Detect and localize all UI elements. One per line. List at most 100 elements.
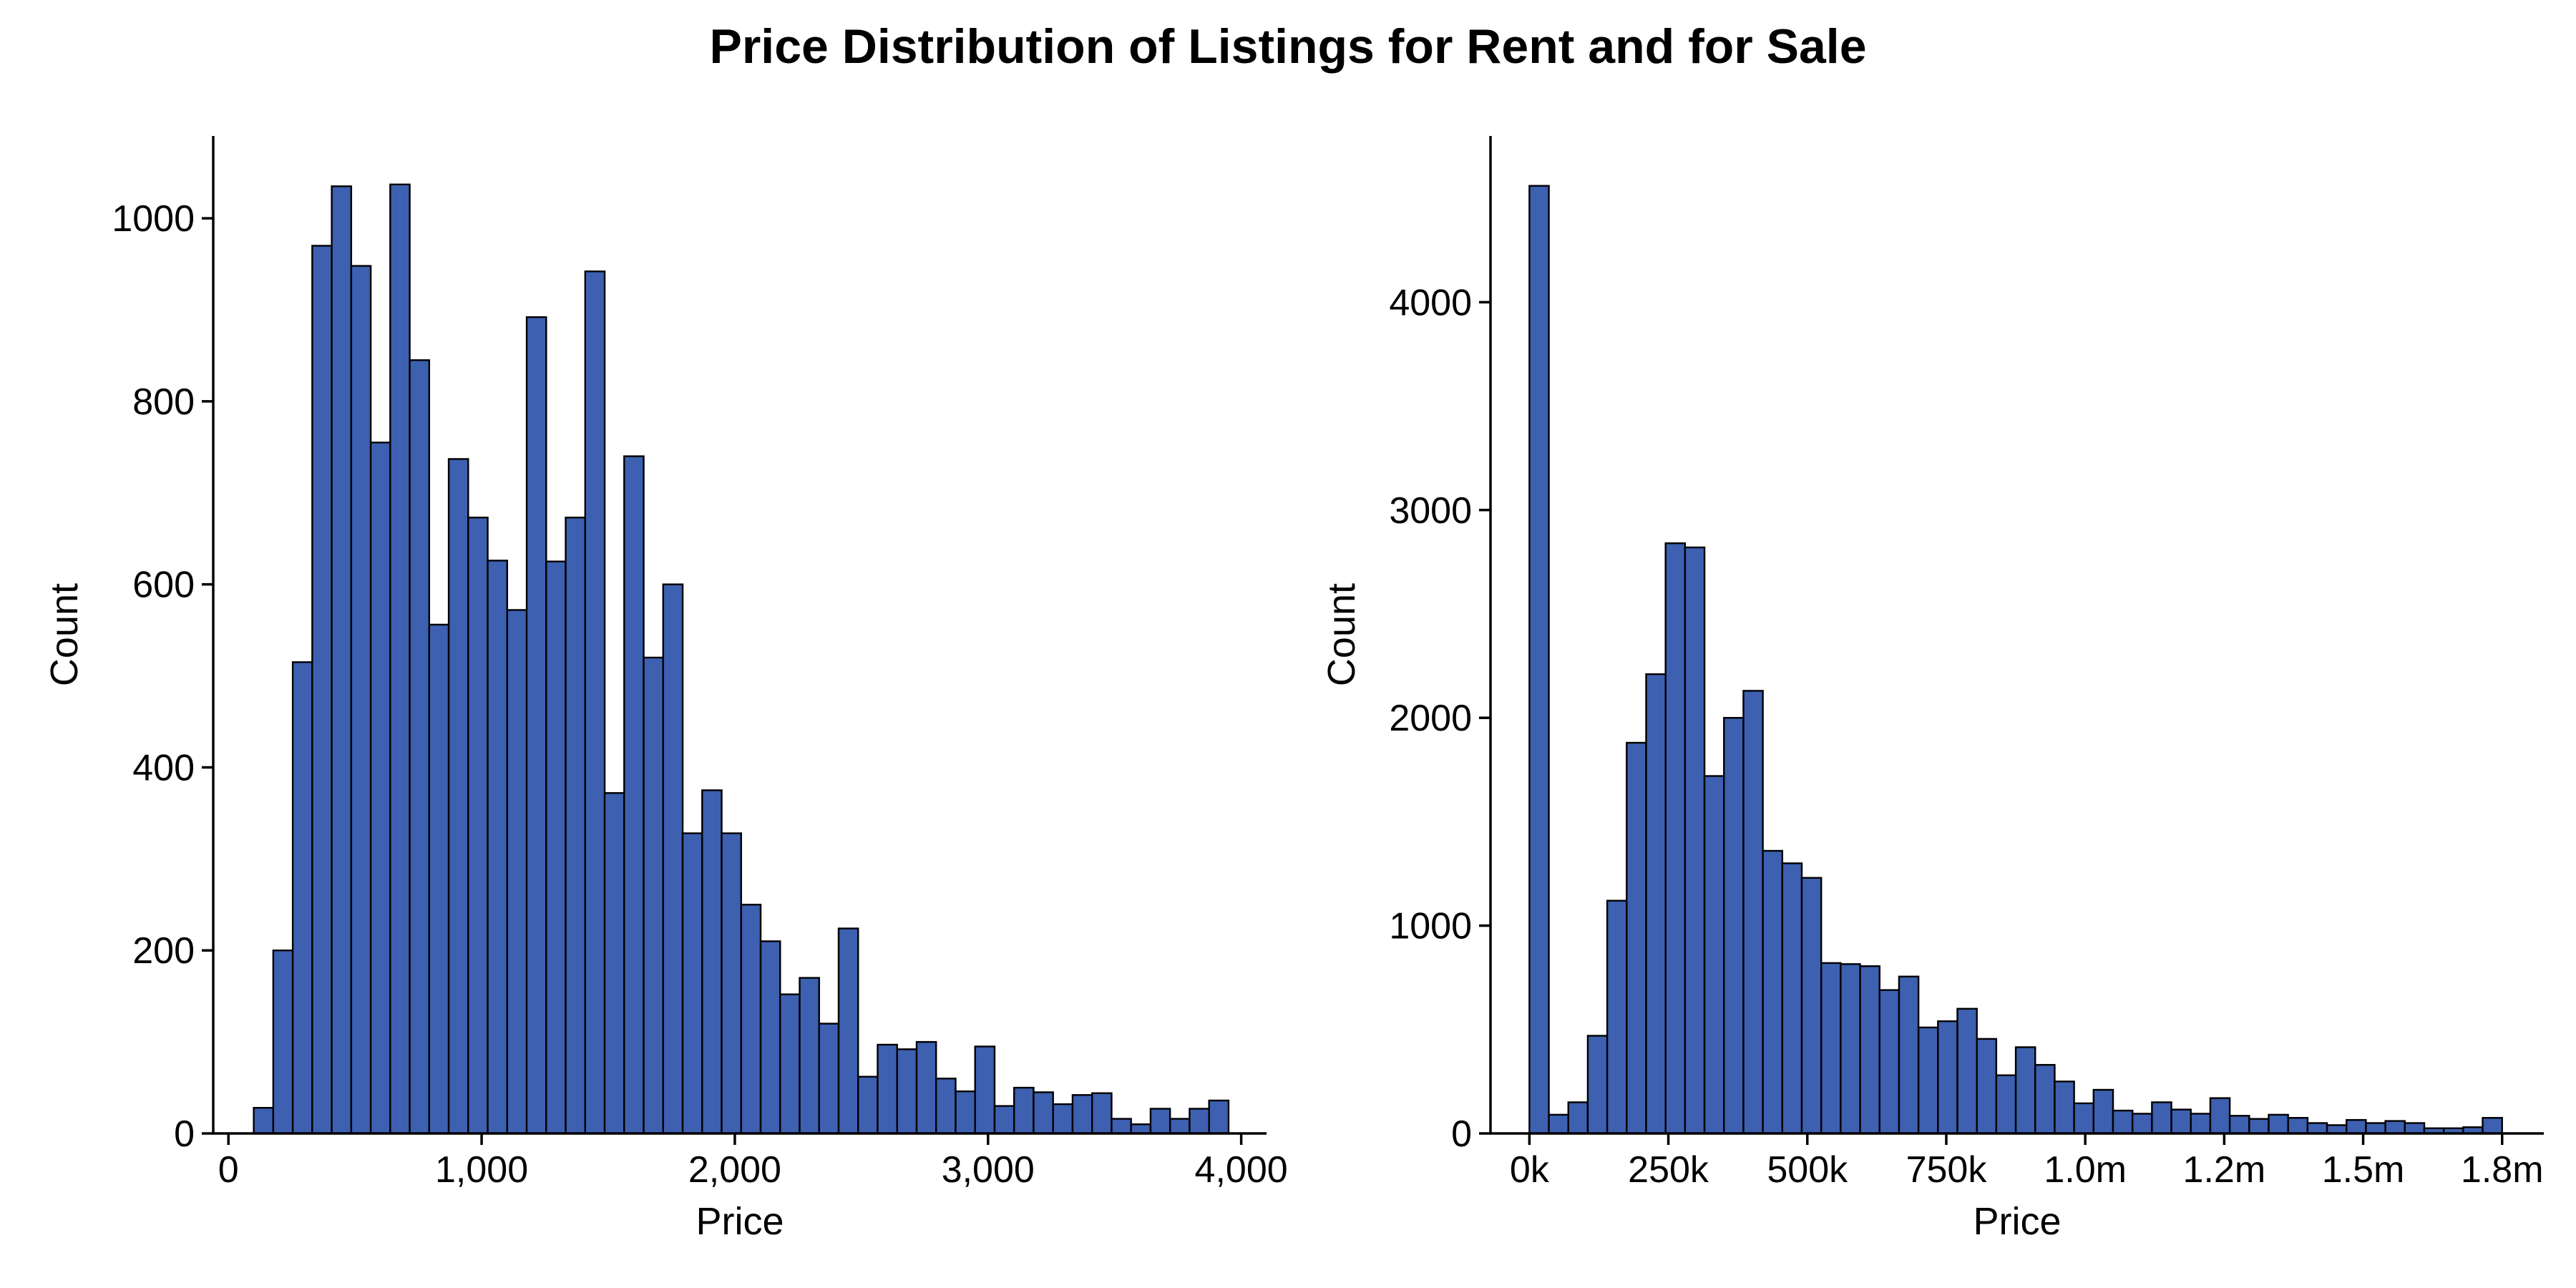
rent-histogram-bar bbox=[779, 993, 801, 1135]
sale-histogram-bar bbox=[1626, 741, 1647, 1135]
sale-histogram-bar bbox=[2170, 1108, 2192, 1135]
sale-x-tick-label: 1.8m bbox=[2461, 1149, 2544, 1191]
rent-histogram-bar bbox=[662, 583, 684, 1135]
sale-histogram-bar bbox=[1742, 690, 1764, 1135]
sale-histogram-bar bbox=[1917, 1026, 1939, 1135]
sale-histogram-bar bbox=[2482, 1117, 2503, 1135]
rent-x-tick-label: 1,000 bbox=[435, 1149, 528, 1191]
rent-histogram-bar bbox=[759, 940, 781, 1135]
figure-title: Price Distribution of Listings for Rent … bbox=[709, 19, 1866, 74]
rent-histogram-bar bbox=[389, 183, 411, 1135]
sale-histogram-bar bbox=[2034, 1063, 2056, 1135]
sale-histogram-bar bbox=[2073, 1102, 2095, 1135]
rent-histogram-bar bbox=[409, 359, 431, 1135]
sale-histogram-bar bbox=[1956, 1008, 1978, 1135]
sale-histogram-bar bbox=[1606, 899, 1628, 1135]
sale-histogram-bar bbox=[1859, 965, 1880, 1135]
sale-histogram-bar bbox=[2151, 1101, 2172, 1135]
sale-histogram-bar bbox=[2228, 1115, 2250, 1135]
sale-histogram-bar bbox=[1528, 185, 1550, 1135]
rent-histogram-bar bbox=[974, 1045, 996, 1135]
sale-histogram-bar bbox=[1762, 849, 1784, 1135]
rent-histogram-bars bbox=[253, 183, 1230, 1135]
sale-histogram-bar bbox=[2112, 1109, 2134, 1135]
sale-histogram-bar bbox=[2268, 1113, 2289, 1135]
sale-histogram-bar bbox=[1586, 1035, 1609, 1135]
sale-histogram-bar bbox=[1664, 542, 1687, 1135]
sale-histogram-bar bbox=[2248, 1118, 2270, 1135]
sale-y-tick-label: 1000 bbox=[1389, 906, 1472, 947]
rent-histogram-bar bbox=[877, 1043, 898, 1135]
sale-histogram-bar bbox=[1898, 975, 1920, 1135]
rent-histogram-bar bbox=[487, 560, 509, 1135]
rent-y-ticks: 0 200 400 600 800 1000 bbox=[112, 198, 213, 1155]
rent-x-axis-label: Price bbox=[696, 1200, 784, 1243]
rent-histogram-bar bbox=[1071, 1094, 1093, 1135]
rent-histogram-bar bbox=[253, 1106, 275, 1135]
rent-histogram-bar bbox=[681, 832, 703, 1135]
sale-histogram-bar bbox=[1976, 1038, 1998, 1135]
sale-x-tick-label: 1.5m bbox=[2322, 1149, 2405, 1191]
rent-histogram-bar bbox=[623, 455, 645, 1135]
sale-histogram-bar bbox=[2404, 1122, 2426, 1135]
sale-histogram-bar bbox=[2014, 1046, 2036, 1135]
rent-histogram-bar bbox=[1130, 1123, 1152, 1135]
sale-histogram-bar bbox=[1995, 1074, 2017, 1135]
sale-histogram-bar bbox=[1878, 989, 1901, 1135]
rent-y-tick-label: 600 bbox=[132, 565, 195, 606]
sale-histogram-bar bbox=[2190, 1113, 2212, 1135]
sale-x-tick-label: 1.0m bbox=[2044, 1149, 2127, 1191]
rent-histogram-bar bbox=[1149, 1108, 1171, 1135]
rent-histogram-bar bbox=[643, 656, 664, 1135]
rent-histogram-bar bbox=[447, 458, 469, 1135]
sale-histogram-bar bbox=[1800, 877, 1823, 1135]
sale-x-tick-label: 500k bbox=[1767, 1149, 1848, 1191]
rent-histogram-bar bbox=[837, 927, 859, 1135]
sale-y-tick-label: 0 bbox=[1451, 1113, 1472, 1155]
sale-histogram-bar bbox=[2306, 1122, 2328, 1135]
rent-y-tick-label: 1000 bbox=[112, 198, 195, 240]
rent-histogram-bar bbox=[525, 316, 547, 1135]
sale-histogram-bar bbox=[1781, 862, 1803, 1135]
rent-x-tick-label: 3,000 bbox=[942, 1149, 1035, 1191]
rent-histogram-bar bbox=[506, 609, 528, 1135]
sale-y-ticks: 0 1000 2000 3000 4000 bbox=[1389, 282, 1491, 1155]
sale-x-tick-label: 1.2m bbox=[2183, 1149, 2266, 1191]
sale-y-tick-label: 2000 bbox=[1389, 698, 1472, 739]
sale-histogram-bar bbox=[1723, 716, 1745, 1135]
rent-y-axis-label: Count bbox=[43, 583, 86, 686]
rent-histogram-bar bbox=[1091, 1092, 1113, 1135]
rent-histogram-bar bbox=[428, 623, 450, 1135]
sale-histogram-bar bbox=[2346, 1118, 2367, 1135]
sale-histogram-bar bbox=[2092, 1088, 2114, 1135]
rent-histogram-bar bbox=[1013, 1086, 1035, 1135]
rent-histogram-bar bbox=[1169, 1118, 1191, 1135]
rent-y-tick-label: 200 bbox=[132, 930, 195, 972]
sale-histogram-bars bbox=[1528, 185, 2503, 1135]
rent-histogram-bar bbox=[915, 1040, 937, 1135]
sale-histogram-bar bbox=[1820, 962, 1842, 1135]
rent-y-tick-label: 800 bbox=[132, 381, 195, 423]
rent-histogram-bar bbox=[584, 270, 606, 1135]
sale-histogram-bar bbox=[1645, 673, 1667, 1135]
rent-histogram-bar bbox=[993, 1105, 1015, 1135]
sale-histogram-bar bbox=[1840, 963, 1861, 1135]
sale-y-tick-label: 3000 bbox=[1389, 490, 1472, 532]
rent-price-histogram: 0 1,000 2,000 3,000 4,000 02004006008001000 … bbox=[43, 136, 1288, 1243]
sale-histogram-bar bbox=[2287, 1117, 2309, 1135]
sale-price-histogram: 0k 250k 500k 750k 1.0m 1.2m 1.5m 1.8m 0 1000 2000… bbox=[1320, 136, 2544, 1243]
rent-histogram-bar bbox=[857, 1075, 879, 1135]
sale-histogram-bar bbox=[1703, 775, 1725, 1135]
sale-histogram-bar bbox=[1567, 1101, 1589, 1135]
rent-histogram-bar bbox=[272, 950, 294, 1135]
rent-histogram-bar bbox=[565, 517, 586, 1135]
sale-x-tick-label: 750k bbox=[1906, 1149, 1988, 1191]
rent-histogram-bar bbox=[1189, 1108, 1210, 1135]
rent-histogram-bar bbox=[467, 517, 489, 1135]
rent-histogram-bar bbox=[331, 185, 353, 1135]
sale-histogram-bar bbox=[1548, 1113, 1569, 1135]
sale-histogram-bar bbox=[2209, 1097, 2231, 1135]
rent-histogram-bar bbox=[818, 1023, 840, 1135]
rent-x-tick-label: 4,000 bbox=[1195, 1149, 1288, 1191]
rent-histogram-bar bbox=[955, 1090, 976, 1135]
